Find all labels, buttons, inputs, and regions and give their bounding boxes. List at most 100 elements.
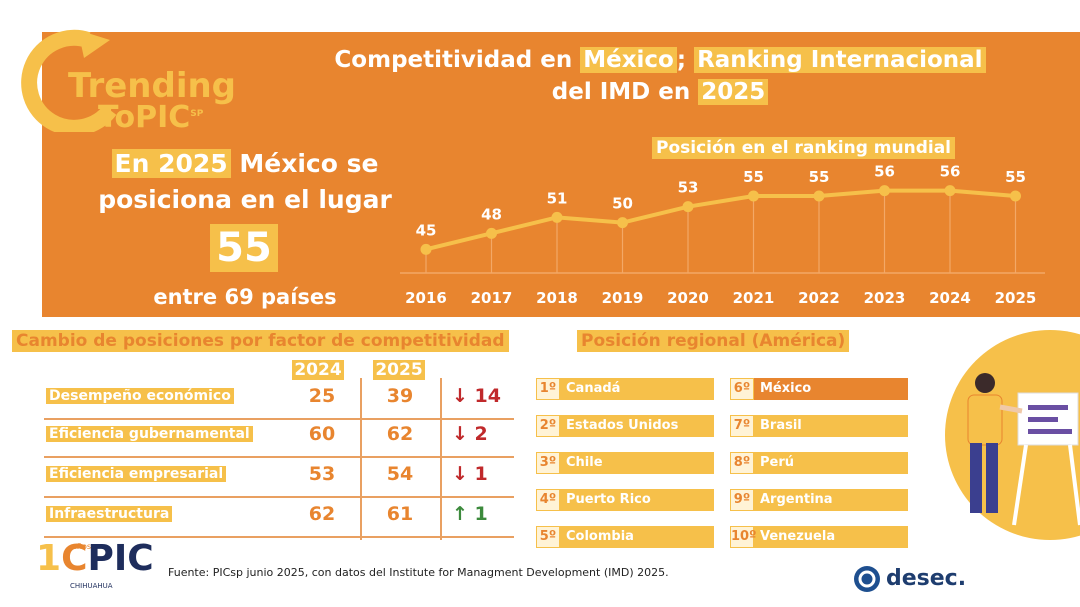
regional-country: México	[760, 381, 812, 396]
regional-item: 3º Chile	[536, 452, 714, 474]
chart-point	[944, 185, 956, 197]
regional-country: Colombia	[566, 529, 634, 544]
arrow-down-icon: ↓	[452, 385, 475, 407]
regional-rank: 7º	[730, 415, 754, 437]
year-header-2024: 2024	[292, 360, 344, 380]
desec-logo: desec.	[886, 566, 967, 591]
chart-point	[682, 201, 694, 213]
regional-rank: 9º	[730, 489, 754, 511]
chart-point	[486, 227, 497, 239]
chart-x-tick-label: 2016	[405, 289, 447, 307]
factor-row: Eficiencia gubernamental 60 62 ↓ 2	[44, 420, 514, 458]
chart-x-tick-label: 2024	[929, 289, 971, 307]
factor-value-2025: 39	[386, 385, 414, 407]
chart-point	[1010, 190, 1021, 202]
pic-logo: 1CPIC	[36, 538, 154, 579]
regional-item: 9º Argentina	[730, 489, 908, 511]
chart-point	[420, 243, 432, 255]
regional-rank: 6º	[730, 378, 754, 400]
logo-trending: Trending	[68, 66, 237, 106]
pic-logo-years: años	[72, 542, 92, 551]
regional-country: Venezuela	[760, 529, 836, 544]
chart-data-label: 45	[416, 221, 437, 239]
factor-value-2024: 53	[308, 463, 336, 485]
chart-data-label: 55	[1005, 168, 1026, 186]
factor-row: Desempeño económico 25 39 ↓ 14	[44, 382, 514, 420]
chart-x-tick-label: 2023	[864, 289, 906, 307]
regional-item: 2º Estados Unidos	[536, 415, 714, 437]
regional-item: 8º Perú	[730, 452, 908, 474]
factor-row: Infraestructura 62 61 ↑ 1	[44, 500, 514, 538]
regional-rank: 1º	[536, 378, 560, 400]
factor-value-2024: 25	[308, 385, 336, 407]
regional-item: 4º Puerto Rico	[536, 489, 714, 511]
rank-value: 55	[210, 224, 278, 272]
source-note: Fuente: PICsp junio 2025, con datos del …	[168, 566, 669, 579]
factor-change: ↓ 1	[452, 463, 488, 485]
chart-point	[813, 190, 825, 202]
regional-country: Canadá	[566, 381, 621, 396]
chart-data-label: 51	[547, 189, 568, 207]
chart-x-tick-label: 2019	[602, 289, 644, 307]
regional-country: Chile	[566, 455, 603, 470]
regional-country: Estados Unidos	[566, 418, 679, 433]
regional-country: Puerto Rico	[566, 492, 651, 507]
regional-rank: 8º	[730, 452, 754, 474]
regional-rank: 10º	[730, 526, 756, 548]
factor-value-2025: 62	[386, 423, 414, 445]
regional-rank: 5º	[536, 526, 560, 548]
chart-data-label: 53	[678, 179, 699, 197]
ranking-line-chart: 45 2016 48 2017 51 2018 50 2019 53 2020 55 2021 55 20…	[400, 163, 1045, 307]
presenter-illustration	[945, 330, 1080, 540]
factor-row: Eficiencia empresarial 53 54 ↓ 1	[44, 460, 514, 498]
chart-data-label: 55	[809, 168, 830, 186]
factor-value-2024: 60	[308, 423, 336, 445]
chart-point	[617, 217, 628, 229]
regional-country: Argentina	[760, 492, 833, 507]
arrow-down-icon: ↓	[452, 423, 475, 445]
factor-value-2024: 62	[308, 503, 336, 525]
regional-rank: 3º	[536, 452, 560, 474]
arrow-down-icon: ↓	[452, 463, 475, 485]
chart-point	[748, 190, 759, 202]
chart-x-tick-label: 2025	[995, 289, 1037, 307]
regional-item: 7º Brasil	[730, 415, 908, 437]
chart-series-line	[425, 188, 1016, 252]
factor-label: Desempeño económico	[46, 388, 234, 404]
chart-x-tick-label: 2020	[667, 289, 709, 307]
year-header-2025: 2025	[373, 360, 425, 380]
pic-logo-city: CHIHUAHUA	[70, 582, 113, 590]
regional-item: 10º Venezuela	[730, 526, 908, 548]
desec-icon	[854, 566, 880, 592]
regional-rank: 4º	[536, 489, 560, 511]
chart-point	[551, 211, 563, 223]
chart-x-tick-label: 2018	[536, 289, 578, 307]
factors-title: Cambio de posiciones por factor de compe…	[12, 330, 509, 352]
column-divider	[440, 378, 442, 540]
chart-point	[879, 185, 890, 197]
factor-label: Infraestructura	[46, 506, 173, 522]
regional-country: Brasil	[760, 418, 802, 433]
chart-data-label: 48	[481, 205, 502, 223]
trending-arrow-icon	[21, 29, 117, 132]
chart-data-label: 56	[874, 163, 895, 181]
chart-title: Posición en el ranking mundial	[652, 137, 956, 159]
regional-item: 1º Canadá	[536, 378, 714, 400]
regional-title: Posición regional (América)	[577, 330, 850, 352]
arrow-up-icon: ↑	[452, 503, 475, 525]
factor-label: Eficiencia empresarial	[46, 466, 227, 482]
chart-x-tick-label: 2021	[733, 289, 775, 307]
regional-item: 5º Colombia	[536, 526, 714, 548]
factor-change: ↓ 14	[452, 385, 501, 407]
logo-topic: ToPICSP	[98, 100, 204, 135]
chart-x-tick-label: 2022	[798, 289, 840, 307]
column-divider	[360, 378, 362, 540]
factor-change: ↑ 1	[452, 503, 488, 525]
regional-country: Perú	[760, 455, 795, 470]
regional-rank: 2º	[536, 415, 560, 437]
page-title: Competitividad en México; Ranking Intern…	[300, 44, 1020, 108]
factor-value-2025: 54	[386, 463, 414, 485]
factor-label: Eficiencia gubernamental	[46, 426, 253, 442]
regional-item: 6º México	[730, 378, 908, 400]
chart-data-label: 50	[612, 195, 633, 213]
